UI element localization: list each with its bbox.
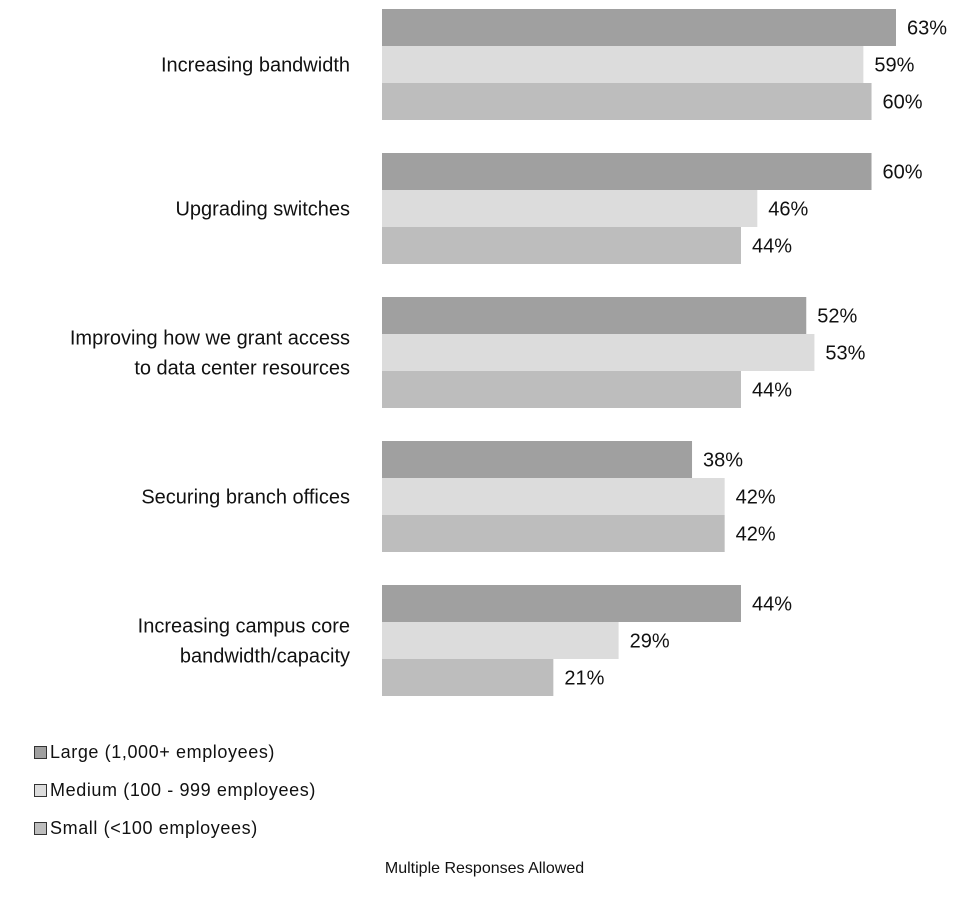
data-label: 44%	[752, 594, 792, 616]
data-label: 63%	[907, 18, 947, 40]
bar-small	[382, 227, 741, 264]
category-label: Securing branch offices	[141, 487, 350, 509]
data-label: 44%	[752, 380, 792, 402]
legend-swatch-large	[34, 745, 47, 759]
category-label: Increasing bandwidth	[161, 55, 350, 77]
legend: Large (1,000+ employees) Medium (100 - 9…	[34, 733, 316, 847]
legend-label-medium: Medium (100 - 999 employees)	[50, 779, 316, 800]
footnote: Multiple Responses Allowed	[384, 860, 585, 877]
bar-medium	[382, 478, 725, 515]
data-label: 21%	[564, 668, 604, 690]
data-label: 46%	[768, 199, 808, 221]
category-label: Increasing campus core bandwidth/capacity	[138, 616, 350, 668]
bar-small	[382, 515, 725, 552]
data-label: 42%	[736, 487, 776, 509]
data-label: 42%	[736, 524, 776, 546]
legend-label-small: Small (<100 employees)	[50, 817, 258, 838]
data-label: 60%	[883, 162, 923, 184]
category-label: Improving how we grant access to data cen…	[70, 328, 350, 380]
legend-item-large: Large (1,000+ employees)	[34, 733, 316, 771]
data-label: 59%	[874, 55, 914, 77]
bar-small	[382, 83, 872, 120]
bar-large	[382, 153, 872, 190]
legend-swatch-medium	[34, 783, 47, 797]
bar-medium	[382, 46, 864, 83]
category-label: Upgrading switches	[175, 199, 350, 221]
data-label: 52%	[817, 306, 857, 328]
legend-item-small: Small (<100 employees)	[34, 809, 316, 847]
bar-medium	[382, 334, 815, 371]
bar-medium	[382, 190, 758, 227]
legend-label-large: Large (1,000+ employees)	[50, 741, 276, 762]
bar-large	[382, 585, 741, 622]
data-label: 60%	[883, 92, 923, 114]
data-label: 29%	[630, 631, 670, 653]
legend-item-medium: Medium (100 - 999 employees)	[34, 771, 316, 809]
data-label: 44%	[752, 236, 792, 258]
bar-large	[382, 297, 807, 334]
data-label: 38%	[703, 450, 743, 472]
bar-small	[382, 371, 741, 408]
bar-small	[382, 659, 554, 696]
bar-medium	[382, 622, 619, 659]
bar-chart: Increasing bandwidth 63% 59% 60% Upgrading s…	[70, 9, 947, 696]
legend-swatch-small	[34, 821, 47, 835]
bar-large	[382, 9, 896, 46]
bar-large	[382, 441, 693, 478]
data-label: 53%	[825, 343, 865, 365]
